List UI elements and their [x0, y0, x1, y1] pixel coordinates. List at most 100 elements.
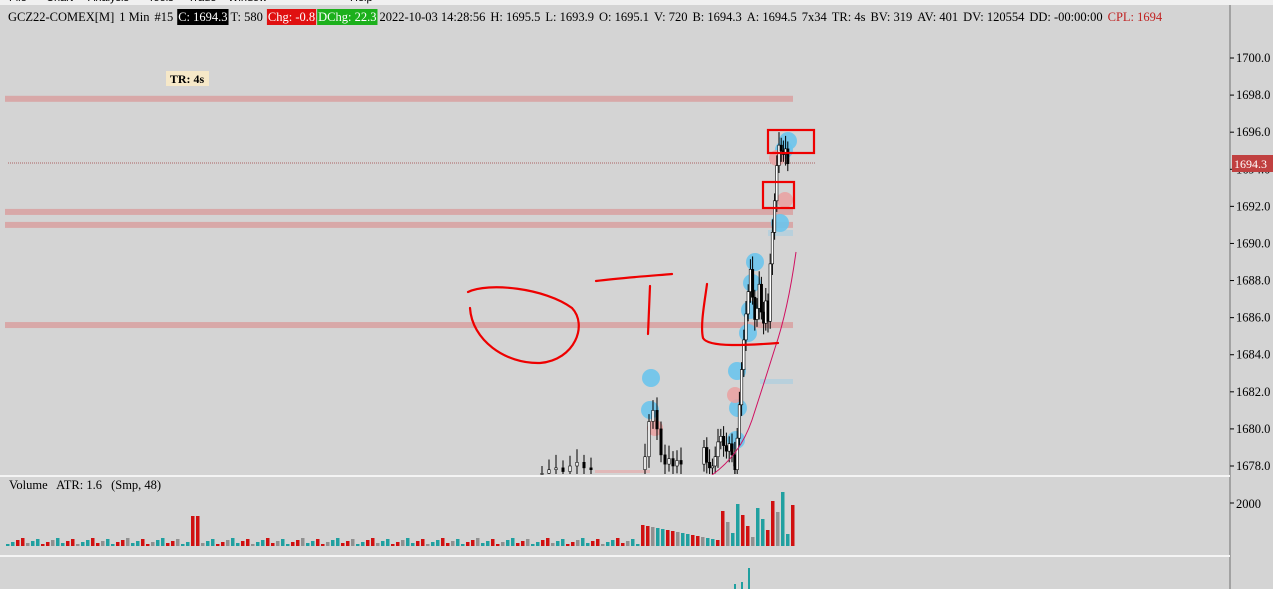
menu-tools[interactable]: Tools: [148, 0, 174, 4]
current-price-tag: [1232, 155, 1273, 172]
volume-bar: [566, 544, 570, 546]
header-chart-number: #15: [154, 10, 173, 24]
candle-body: [735, 437, 739, 471]
menu-help[interactable]: Help: [350, 0, 373, 4]
tr-label: TR: 4s: [170, 72, 205, 86]
header-ticks: T: 580: [231, 10, 263, 24]
candle-body: [719, 436, 723, 443]
candle-body: [679, 460, 683, 465]
volume-bar: [316, 539, 320, 546]
level-marker: [595, 470, 650, 473]
volume-bar: [611, 540, 615, 546]
annotation-circle: [466, 286, 580, 365]
volume-bar: [561, 539, 565, 546]
volume-bar: [206, 541, 210, 546]
delta-bar: [741, 582, 743, 589]
level-line: [5, 322, 793, 329]
price-axis-label: 1690.0: [1236, 236, 1270, 250]
header-cpl: CPL: 1694: [1108, 10, 1163, 24]
price-axis-label: 1692.0: [1236, 199, 1270, 213]
candle-body: [705, 447, 709, 463]
candle-body: [651, 410, 655, 422]
annotation-l-shape: [700, 282, 780, 347]
volume-bar: [546, 538, 550, 546]
volume-bar: [331, 540, 335, 546]
price-axis-label: 1700.0: [1236, 51, 1270, 65]
volume-bar: [186, 542, 190, 546]
volume-bar: [246, 539, 250, 546]
chart-area[interactable]: GCZ22-COMEX[M] 1 Min #15 C: 1694.3 T: 580 Chg…: [0, 5, 1273, 589]
volume-bar: [61, 543, 65, 546]
volume-bar: [21, 538, 25, 546]
price-axis-label: 1696.0: [1236, 125, 1270, 139]
header-ask: A: 1694.5: [747, 10, 797, 24]
level-line: [5, 221, 793, 228]
volume-bar: [306, 543, 310, 546]
volume-bar: [691, 535, 695, 546]
volume-bar: [391, 544, 395, 546]
volume-bar: [426, 544, 430, 546]
volume-bar: [526, 539, 530, 546]
volume-bar: [571, 542, 575, 546]
volume-bar: [631, 539, 635, 546]
volume-bar: [736, 504, 740, 546]
menu-analysis[interactable]: Analysis: [88, 0, 129, 4]
volume-bar: [646, 526, 650, 546]
candle-body: [708, 461, 712, 469]
volume-bar: [31, 541, 35, 546]
volume-bar: [361, 542, 365, 546]
candle-body: [724, 445, 728, 452]
menu-window[interactable]: Window: [228, 0, 267, 4]
volume-bar: [471, 540, 475, 546]
volume-bar: [301, 538, 305, 546]
candle-body: [786, 148, 790, 165]
candle-body: [655, 410, 659, 430]
level-line: [5, 95, 793, 102]
volume-axis-label: 2000: [1236, 497, 1261, 511]
volume-bar: [181, 544, 185, 546]
header: GCZ22-COMEX[M] 1 Min #15 C: 1694.3 T: 580 Chg…: [8, 9, 1163, 25]
candle-body: [643, 456, 647, 471]
volume-bar: [431, 542, 435, 546]
volume-bar: [586, 543, 590, 546]
menu-file[interactable]: File: [9, 0, 27, 4]
volume-bar: [536, 542, 540, 546]
volume-bar: [231, 538, 235, 546]
volume-bar: [556, 541, 560, 546]
candle-body: [770, 232, 774, 265]
header-change-bg: [266, 9, 317, 25]
menu-chart[interactable]: Chart: [46, 0, 73, 4]
volume-bar: [776, 512, 780, 546]
volume-bar: [746, 526, 750, 546]
tr-label-bg: [166, 71, 209, 86]
candle-body: [759, 283, 763, 313]
volume-bar: [731, 533, 735, 546]
volume-bar: [756, 508, 760, 546]
volume-bar: [286, 544, 290, 546]
volume-bar: [436, 540, 440, 546]
volume-bar: [191, 516, 195, 546]
price-axis-label: 1680.0: [1236, 422, 1270, 436]
menu-trade[interactable]: Trade: [188, 0, 216, 4]
volume-bar: [256, 542, 260, 546]
volume-bar: [251, 544, 255, 546]
candle-body: [713, 456, 717, 467]
volume-bar: [176, 539, 180, 546]
volume-bar: [171, 541, 175, 546]
volume-bar: [156, 540, 160, 546]
candle-body: [710, 465, 714, 469]
volume-bar: [681, 533, 685, 546]
volume-bar: [121, 540, 125, 546]
volume-bar: [296, 540, 300, 546]
volume-bar: [521, 541, 525, 546]
volume-bar: [671, 531, 675, 546]
volume-bar: [276, 541, 280, 546]
candle-body: [742, 339, 746, 370]
candlesticks: [540, 132, 790, 475]
volume-bar: [711, 539, 715, 546]
volume-bar: [716, 540, 720, 546]
volume-bar: [11, 542, 15, 546]
candle-body: [582, 461, 586, 469]
header-delta-volume: DV: 120554: [963, 10, 1025, 24]
volume-bar: [146, 544, 150, 546]
